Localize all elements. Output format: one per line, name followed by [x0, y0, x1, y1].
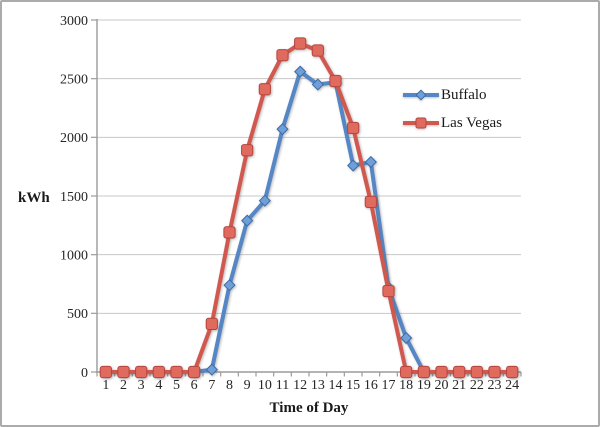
y-tick-labels: 0 500 1000 1500 2000 2500 3000: [60, 14, 88, 381]
svg-text:3000: 3000: [60, 14, 88, 29]
svg-text:19: 19: [417, 378, 431, 393]
svg-text:6: 6: [191, 378, 198, 393]
svg-text:24: 24: [505, 378, 519, 393]
svg-text:18: 18: [399, 378, 413, 393]
x-tick-labels: 1 2 3 4 5 6 7 8 9 10 11 12 13 14 15 16 17 18 19 20 21 22 23 24: [102, 378, 519, 393]
legend-item-buffalo: Buffalo: [403, 85, 502, 105]
svg-text:14: 14: [329, 378, 343, 393]
svg-text:12: 12: [293, 378, 307, 393]
svg-text:0: 0: [81, 366, 88, 381]
svg-text:2500: 2500: [60, 72, 88, 87]
svg-text:16: 16: [364, 378, 378, 393]
svg-text:9: 9: [244, 378, 251, 393]
legend: Buffalo Las Vegas: [403, 85, 502, 141]
svg-text:1500: 1500: [60, 190, 88, 205]
legend-label-buffalo: Buffalo: [441, 87, 487, 103]
svg-text:22: 22: [470, 378, 484, 393]
svg-text:1: 1: [102, 378, 109, 393]
svg-text:15: 15: [346, 378, 360, 393]
svg-text:4: 4: [155, 378, 162, 393]
svg-text:5: 5: [173, 378, 180, 393]
y-axis-title: kWh: [18, 190, 50, 206]
svg-text:13: 13: [311, 378, 325, 393]
svg-text:23: 23: [488, 378, 502, 393]
legend-item-las-vegas: Las Vegas: [403, 113, 502, 133]
svg-text:500: 500: [67, 307, 88, 322]
svg-text:2: 2: [120, 378, 127, 393]
svg-text:11: 11: [276, 378, 289, 393]
axes: [91, 19, 522, 377]
legend-label-las-vegas: Las Vegas: [441, 115, 502, 131]
svg-text:1000: 1000: [60, 248, 88, 263]
svg-text:20: 20: [435, 378, 449, 393]
las-vegas-series-marker-icon: [403, 117, 439, 129]
svg-text:3: 3: [138, 378, 145, 393]
gridlines: [97, 19, 521, 314]
x-axis-title: Time of Day: [269, 400, 349, 416]
svg-text:10: 10: [258, 378, 272, 393]
buffalo-series-marker-icon: [403, 89, 439, 101]
svg-text:21: 21: [452, 378, 466, 393]
svg-text:8: 8: [226, 378, 233, 393]
svg-text:7: 7: [208, 378, 215, 393]
svg-text:2000: 2000: [60, 131, 88, 146]
svg-text:17: 17: [382, 378, 396, 393]
series-las-vegas: [99, 37, 519, 379]
